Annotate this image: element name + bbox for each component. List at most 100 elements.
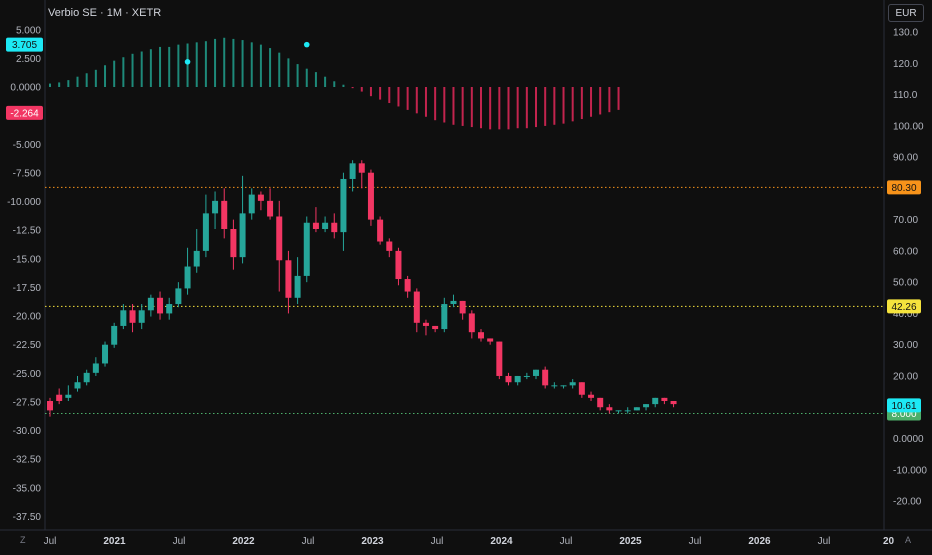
oscillator-axis-tick-label: -37.50 bbox=[13, 512, 42, 523]
oscillator-value-label-background bbox=[6, 37, 43, 52]
candle-body bbox=[157, 297, 164, 314]
candle-body bbox=[65, 394, 72, 398]
price-line-value-label: 8.000 bbox=[891, 409, 916, 420]
price-axis-tick-label: 20.00 bbox=[893, 371, 918, 382]
price-axis-tick-label: 90.00 bbox=[893, 153, 918, 164]
candle-body bbox=[569, 382, 576, 386]
oscillator-axis-tick-label: -30.00 bbox=[13, 426, 42, 437]
candle-body bbox=[138, 310, 145, 323]
candle-body bbox=[597, 397, 604, 408]
oscillator-axis-tick-label: -12.50 bbox=[13, 226, 42, 237]
price-lines-layer bbox=[45, 186, 884, 414]
candle-body bbox=[487, 338, 494, 342]
oscillator-value-label: 3.705 bbox=[12, 40, 37, 51]
candle-body bbox=[661, 397, 668, 401]
time-axis-tick-label: Jul bbox=[302, 536, 315, 547]
oscillator-axis-tick-label: 2.500 bbox=[16, 54, 41, 65]
candle-body bbox=[514, 375, 521, 383]
candle-body bbox=[505, 375, 512, 383]
candle-body bbox=[624, 410, 631, 412]
candle-body bbox=[588, 394, 595, 398]
candle-body bbox=[184, 266, 191, 289]
candle-body bbox=[248, 194, 255, 214]
oscillator-axis-tick-label: 5.000 bbox=[16, 25, 41, 36]
oscillator-marker bbox=[184, 59, 191, 65]
candle-body bbox=[239, 213, 246, 258]
oscillator-axis-tick-label: 0.0000 bbox=[10, 83, 41, 94]
candle-body bbox=[111, 325, 118, 345]
candle-body bbox=[413, 291, 420, 323]
oscillator-axis-tick-label: -25.00 bbox=[13, 369, 42, 380]
candle-body bbox=[193, 250, 200, 267]
candle-body bbox=[129, 310, 136, 323]
candle-body bbox=[349, 163, 356, 179]
legend-separator: · bbox=[125, 7, 132, 19]
candle-body bbox=[47, 400, 53, 411]
exchange-label: XETR bbox=[131, 7, 162, 19]
candle-body bbox=[166, 304, 173, 314]
oscillator-axis-tick-label: -15.00 bbox=[13, 254, 42, 265]
price-axis-tick-label: 40.00 bbox=[893, 309, 918, 320]
candle-body bbox=[285, 260, 292, 298]
axis-layer: 5.000 2.500 0.0000 -5.000 -7.500 -10.000 -12.5… bbox=[7, 25, 927, 547]
time-axis-tick-label: 2023 bbox=[361, 536, 384, 547]
price-axis-tick-label: 50.00 bbox=[893, 278, 918, 289]
candle-body bbox=[367, 172, 374, 220]
currency-button[interactable]: EUR bbox=[888, 4, 924, 22]
price-line-value-label-background bbox=[887, 299, 921, 314]
candle-body bbox=[432, 325, 439, 330]
symbol-legend[interactable]: Verbio SE · 1M · XETR bbox=[48, 7, 161, 19]
oscillator-marker bbox=[303, 41, 310, 48]
candle-body bbox=[322, 222, 329, 230]
price-axis-tick-label: -10.000 bbox=[893, 465, 927, 476]
candle-body bbox=[102, 344, 109, 364]
symbol-name: Verbio SE bbox=[48, 7, 97, 19]
candle-body bbox=[533, 369, 540, 376]
oscillator-value-label: -2.264 bbox=[10, 108, 39, 119]
oscillator-axis-tick-label: -20.00 bbox=[13, 312, 42, 323]
candle-body bbox=[652, 397, 659, 405]
candle-body bbox=[83, 372, 90, 383]
auto-scale-label: A bbox=[905, 535, 912, 545]
candle-body bbox=[221, 200, 228, 230]
time-axis-tick-label: 2022 bbox=[232, 536, 255, 547]
candle-body bbox=[551, 385, 558, 387]
candle-body bbox=[230, 229, 237, 258]
price-axis-tick-label: -20.00 bbox=[893, 497, 922, 508]
candle-body bbox=[175, 288, 182, 305]
candle-body bbox=[633, 407, 640, 411]
last-price-label-background bbox=[887, 398, 921, 413]
price-axis-tick-label: 120.0 bbox=[893, 59, 918, 70]
candle-body bbox=[276, 216, 283, 261]
time-axis-tick-label: 20 bbox=[883, 536, 895, 547]
candle-body bbox=[331, 222, 338, 233]
time-axis-tick-label: Jul bbox=[173, 536, 186, 547]
oscillator-axis-tick-label: -32.50 bbox=[13, 455, 42, 466]
auto-scale-button[interactable]: A bbox=[905, 535, 911, 545]
candle-body bbox=[212, 200, 219, 214]
price-axis-tick-label: 70.00 bbox=[893, 215, 918, 226]
oscillator-axis-tick-label: -10.000 bbox=[7, 197, 41, 208]
candle-body bbox=[257, 194, 264, 201]
oscillator-axis-tick-label: -7.500 bbox=[13, 168, 42, 179]
last-price-label: 10.61 bbox=[891, 401, 916, 412]
zoom-button[interactable]: Z bbox=[20, 535, 26, 545]
candle-body bbox=[542, 369, 549, 386]
candles-layer bbox=[47, 160, 677, 417]
time-axis-tick-label: 2024 bbox=[490, 536, 513, 547]
price-line-value-label: 42.26 bbox=[891, 302, 916, 313]
time-axis-tick-label: 2026 bbox=[748, 536, 771, 547]
candle-body bbox=[560, 385, 567, 387]
time-axis-tick-label: 2021 bbox=[103, 536, 126, 547]
candle-body bbox=[377, 219, 384, 242]
time-axis-tick-label: Jul bbox=[689, 536, 702, 547]
price-axis-tick-label: 30.00 bbox=[893, 340, 918, 351]
candle-body bbox=[294, 275, 301, 298]
oscillator-axis-tick-label: -17.50 bbox=[13, 283, 42, 294]
oscillator-layer bbox=[49, 37, 620, 130]
time-axis-tick-label: Jul bbox=[44, 536, 57, 547]
candle-body bbox=[404, 279, 411, 292]
